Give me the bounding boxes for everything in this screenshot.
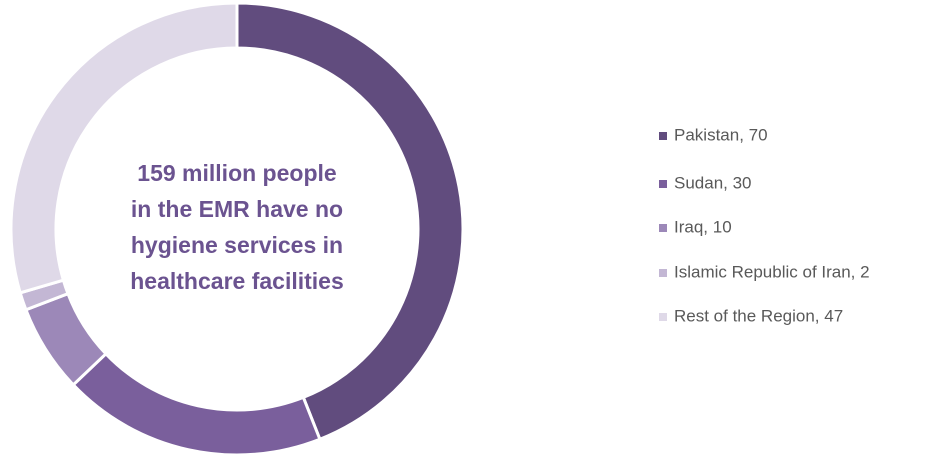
legend-swatch	[659, 224, 667, 232]
donut-slice	[9, 1, 239, 295]
center-annotation: hygiene services in	[131, 232, 343, 258]
legend-label: Sudan, 30	[674, 173, 752, 192]
donut-slice	[235, 1, 465, 442]
donut-slice	[71, 351, 322, 457]
center-annotation: 159 million people	[137, 160, 336, 186]
legend-label: Pakistan, 70	[674, 125, 768, 144]
legend-label: Iraq, 10	[674, 217, 732, 236]
legend-swatch	[659, 132, 667, 140]
legend-swatch	[659, 269, 667, 277]
legend-swatch	[659, 313, 667, 321]
legend-label: Rest of the Region, 47	[674, 306, 843, 325]
legend-label: Islamic Republic of Iran, 2	[674, 262, 870, 281]
center-annotation: healthcare facilities	[130, 268, 344, 294]
center-annotation: in the EMR have no	[131, 196, 343, 222]
legend-swatch	[659, 180, 667, 188]
